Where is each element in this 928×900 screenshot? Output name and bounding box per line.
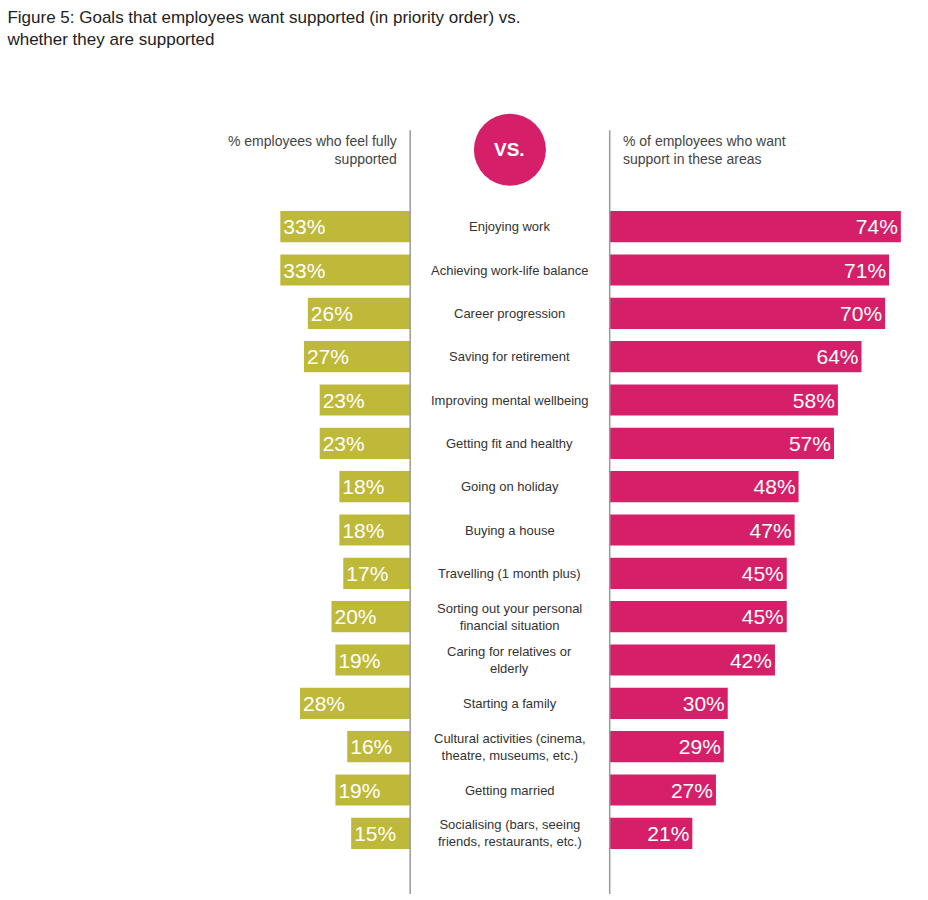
svg-text:Travelling (1 month plus): Travelling (1 month plus) — [438, 566, 581, 581]
svg-text:Saving for retirement: Saving for retirement — [449, 349, 570, 364]
svg-text:Figure 5: Goals that employees: Figure 5: Goals that employees want supp… — [6, 8, 520, 49]
svg-text:Cultural activities (cinema,th: Cultural activities (cinema,theatre, mus… — [434, 731, 586, 763]
svg-text:Improving mental wellbeing: Improving mental wellbeing — [431, 393, 589, 408]
svg-text:28%: 28% — [303, 692, 345, 715]
svg-text:Sorting out your personalfinan: Sorting out your personalfinancial situa… — [437, 601, 582, 633]
svg-text:21%: 21% — [647, 822, 689, 845]
svg-text:30%: 30% — [683, 692, 725, 715]
svg-text:17%: 17% — [346, 562, 388, 585]
svg-text:18%: 18% — [342, 475, 384, 498]
svg-text:19%: 19% — [338, 649, 380, 672]
svg-text:26%: 26% — [311, 302, 353, 325]
svg-text:47%: 47% — [750, 519, 792, 542]
svg-text:74%: 74% — [856, 215, 898, 238]
svg-text:20%: 20% — [334, 605, 376, 628]
svg-text:VS.: VS. — [494, 139, 525, 160]
svg-text:Socialising (bars, seeingfrien: Socialising (bars, seeingfriends, restau… — [438, 817, 582, 849]
svg-text:27%: 27% — [307, 345, 349, 368]
svg-text:42%: 42% — [730, 649, 772, 672]
svg-text:Enjoying work: Enjoying work — [469, 219, 550, 234]
svg-text:Buying a house: Buying a house — [465, 523, 555, 538]
svg-text:29%: 29% — [679, 735, 721, 758]
svg-text:33%: 33% — [283, 259, 325, 282]
svg-text:Getting fit and healthy: Getting fit and healthy — [446, 436, 573, 451]
svg-text:Achieving work-life balance: Achieving work-life balance — [431, 263, 589, 278]
svg-text:% of employees who wantsupport: % of employees who wantsupport in these … — [623, 133, 786, 167]
svg-text:23%: 23% — [323, 432, 365, 455]
svg-text:57%: 57% — [789, 432, 831, 455]
svg-text:15%: 15% — [354, 822, 396, 845]
svg-text:71%: 71% — [844, 259, 886, 282]
svg-text:19%: 19% — [338, 779, 380, 802]
svg-text:18%: 18% — [342, 519, 384, 542]
svg-text:48%: 48% — [754, 475, 796, 498]
svg-text:Caring for relatives orelderly: Caring for relatives orelderly — [447, 644, 572, 676]
svg-text:16%: 16% — [350, 735, 392, 758]
svg-text:45%: 45% — [742, 605, 784, 628]
svg-text:27%: 27% — [671, 779, 713, 802]
svg-text:Going on holiday: Going on holiday — [461, 479, 559, 494]
svg-text:58%: 58% — [793, 389, 835, 412]
svg-text:33%: 33% — [283, 215, 325, 238]
svg-text:% employees who feel fullysupp: % employees who feel fullysupported — [228, 133, 397, 167]
svg-text:Getting married: Getting married — [465, 783, 555, 798]
svg-text:23%: 23% — [323, 389, 365, 412]
svg-text:64%: 64% — [816, 345, 858, 368]
svg-text:70%: 70% — [840, 302, 882, 325]
svg-text:Starting a family: Starting a family — [463, 696, 557, 711]
svg-text:45%: 45% — [742, 562, 784, 585]
svg-text:Career progression: Career progression — [454, 306, 565, 321]
